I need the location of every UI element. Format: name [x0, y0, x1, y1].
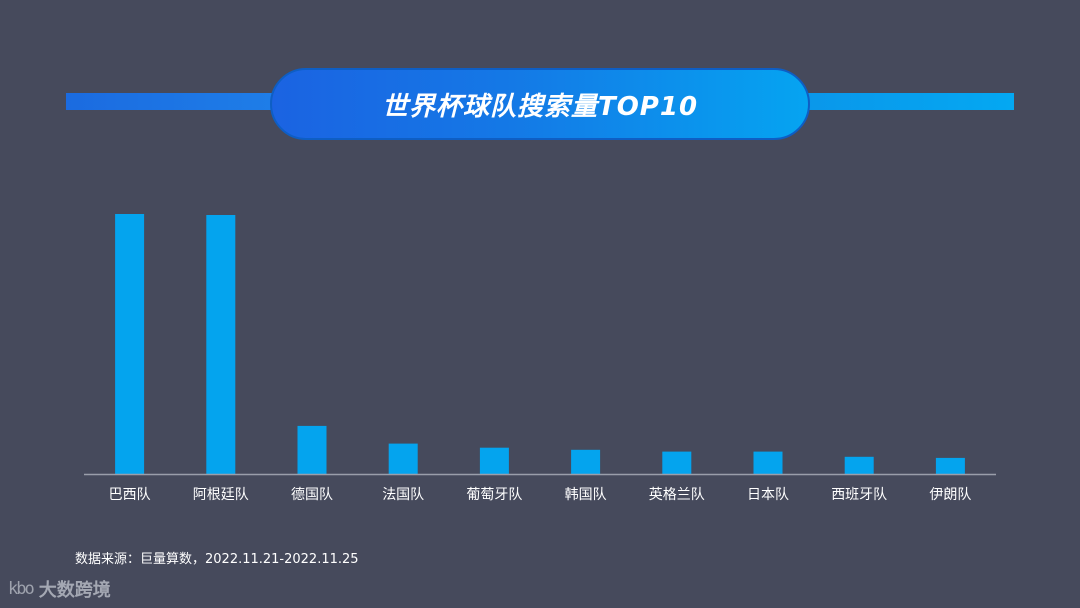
x-tick-label-2: 德国队	[291, 487, 333, 503]
bar-0	[115, 214, 145, 474]
chart-title: 世界杯球队搜索量TOP10	[381, 91, 699, 122]
bar-1	[206, 215, 236, 474]
bar-2	[297, 425, 327, 474]
brand-mark-icon: kbo	[8, 579, 35, 599]
x-tick-label-0: 巴西队	[109, 487, 151, 503]
bar-7	[753, 451, 783, 474]
bar-3	[388, 443, 418, 474]
x-tick-label-4: 葡萄牙队	[466, 487, 522, 503]
title-decor-line-left	[66, 93, 280, 110]
bars-group	[115, 214, 965, 474]
x-tick-label-1: 阿根廷队	[193, 487, 249, 503]
title-banner: 世界杯球队搜索量TOP10	[270, 68, 810, 140]
x-tick-label-5: 韩国队	[565, 487, 607, 503]
bar-9	[935, 457, 965, 474]
bar-chart: 巴西队 阿根廷队 德国队 法国队 葡萄牙队 韩国队 英格兰队 日本队 西班牙队 伊朗队	[84, 214, 996, 503]
bar-8	[844, 456, 874, 474]
x-tick-label-8: 西班牙队	[831, 487, 887, 503]
x-tick-label-6: 英格兰队	[649, 486, 705, 503]
title-decor-line-right	[806, 93, 1014, 110]
x-tick-label-9: 伊朗队	[929, 487, 971, 503]
x-tick-label-3: 法国队	[382, 487, 424, 503]
bar-5	[571, 449, 601, 474]
x-tick-label-7: 日本队	[747, 487, 789, 503]
bar-4	[479, 447, 509, 474]
data-source-note: 数据来源：巨量算数，2022.11.21-2022.11.25	[75, 552, 359, 567]
bar-6	[662, 451, 692, 474]
x-tick-labels: 巴西队 阿根廷队 德国队 法国队 葡萄牙队 韩国队 英格兰队 日本队 西班牙队 伊朗队	[109, 486, 972, 503]
brand-name: 大数跨境	[38, 580, 111, 601]
brand-logo: kbo 大数跨境	[8, 576, 111, 602]
